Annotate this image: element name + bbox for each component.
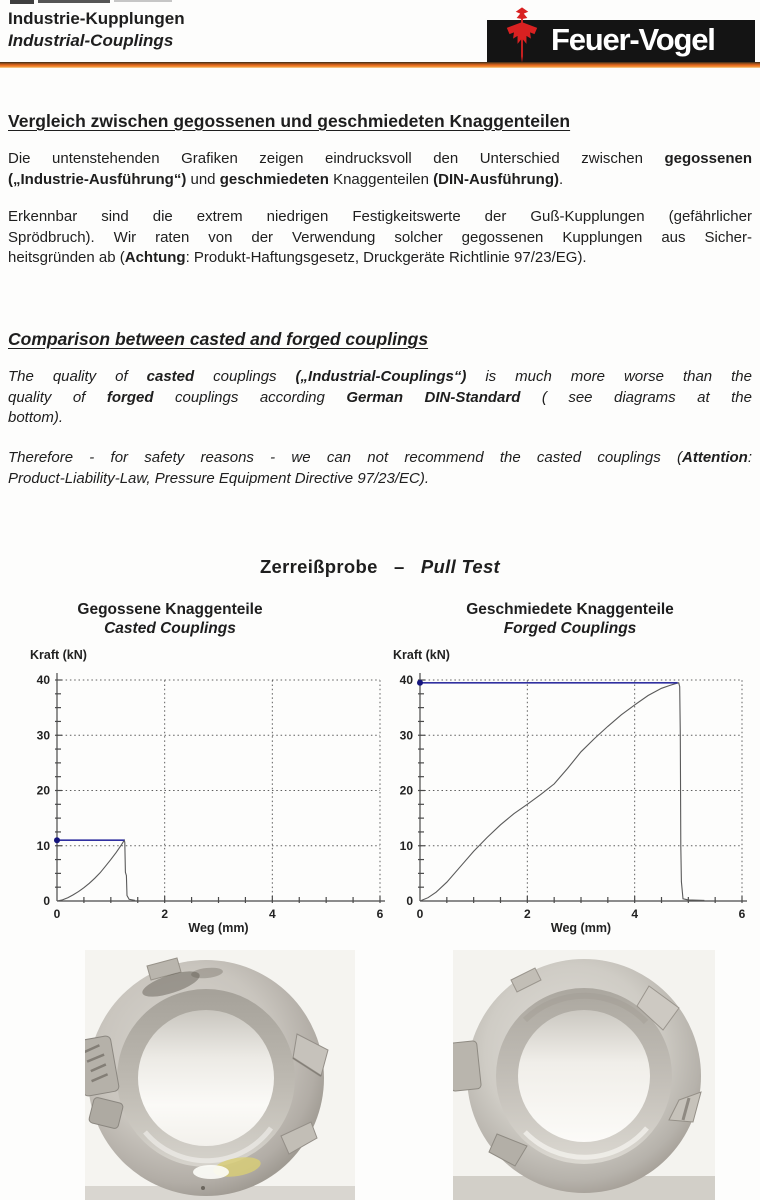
scan-artifact <box>114 0 172 2</box>
firebird-icon <box>506 7 538 63</box>
svg-text:Weg (mm): Weg (mm) <box>188 921 248 935</box>
company-logo: Feuer-Vogel <box>487 7 755 63</box>
svg-text:0: 0 <box>54 907 61 921</box>
svg-text:10: 10 <box>400 839 414 853</box>
svg-text:Weg (mm): Weg (mm) <box>551 921 611 935</box>
german-paragraph-1: Die untenstehenden Grafiken zeigen eindr… <box>8 150 752 188</box>
logo-text: Feuer-Vogel <box>551 22 716 57</box>
english-paragraph-2: Therefore - for safety reasons - we can … <box>8 449 752 487</box>
pull-test-title: Zerreißprobe – Pull Test <box>259 556 501 577</box>
forged-pull-test-chart: 0 2 4 6 0 10 20 30 40 Kraft (kN) Weg (mm) <box>393 648 747 935</box>
forged-chart-title-en: Forged Couplings <box>503 620 637 637</box>
scan-artifact <box>38 0 110 3</box>
stamped-lug <box>85 1035 120 1097</box>
german-paragraph-2: Erkennbar sind die extrem niedrigen Fest… <box>8 208 752 266</box>
svg-text:6: 6 <box>739 907 746 921</box>
header: Industrie-Kupplungen Industrial-Coupling… <box>8 8 185 52</box>
svg-text:20: 20 <box>400 784 414 798</box>
svg-text:Kraft (kN): Kraft (kN) <box>393 648 450 662</box>
svg-text:40: 40 <box>400 673 414 687</box>
svg-text:20: 20 <box>37 784 51 798</box>
scan-artifact <box>10 0 34 4</box>
svg-text:10: 10 <box>37 839 51 853</box>
svg-text:0: 0 <box>43 894 50 908</box>
forged-coupling-photo <box>453 950 715 1200</box>
casted-pull-test-chart: 0 2 4 6 0 10 20 30 40 Kraft (kN) Weg (mm) <box>30 648 385 935</box>
svg-text:2: 2 <box>524 907 531 921</box>
svg-text:30: 30 <box>37 728 51 742</box>
svg-text:6: 6 <box>377 907 384 921</box>
german-heading: Vergleich zwischen gegossenen und geschm… <box>8 111 571 131</box>
svg-text:4: 4 <box>631 907 638 921</box>
casted-chart-title-en: Casted Couplings <box>104 620 236 637</box>
english-paragraph-1: The quality of casted couplings („Indust… <box>8 368 752 426</box>
svg-text:Kraft (kN): Kraft (kN) <box>30 648 87 662</box>
svg-text:0: 0 <box>417 907 424 921</box>
forged-chart-title-de: Geschmiedete Knaggenteile <box>466 601 674 618</box>
svg-text:4: 4 <box>269 907 276 921</box>
svg-text:30: 30 <box>400 728 414 742</box>
svg-text:2: 2 <box>161 907 168 921</box>
casted-chart-title-de: Gegossene Knaggenteile <box>77 601 263 618</box>
casted-chart-title: Gegossene Knaggenteile Casted Couplings <box>30 600 310 638</box>
forged-chart-title: Geschmiedete Knaggenteile Forged Couplin… <box>420 600 720 638</box>
coupling-bore <box>518 1010 650 1142</box>
casted-coupling-photo <box>85 950 355 1200</box>
header-title-en: Industrial-Couplings <box>8 31 174 50</box>
svg-text:0: 0 <box>406 894 413 908</box>
coupling-bore <box>138 1010 274 1146</box>
header-title-de: Industrie-Kupplungen <box>8 9 185 28</box>
header-rule <box>0 62 760 68</box>
svg-text:40: 40 <box>37 673 51 687</box>
english-heading: Comparison between casted and forged cou… <box>8 329 429 349</box>
